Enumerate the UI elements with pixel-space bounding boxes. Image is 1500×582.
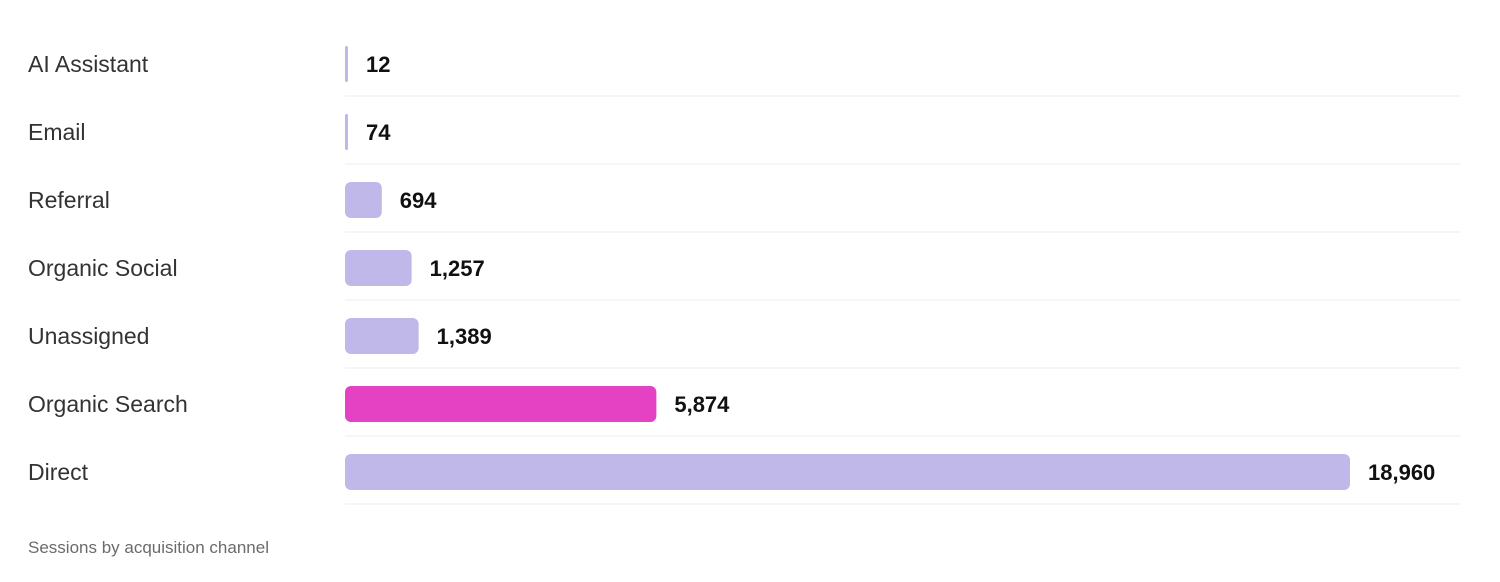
bar-organic-social[interactable]	[345, 250, 412, 286]
value-label-direct: 18,960	[1368, 460, 1435, 485]
bar-email[interactable]	[345, 114, 348, 150]
bar-unassigned[interactable]	[345, 318, 419, 354]
category-label-email: Email	[28, 119, 86, 145]
value-label-email: 74	[366, 120, 391, 145]
category-label-referral: Referral	[28, 187, 110, 213]
bar-direct[interactable]	[345, 454, 1350, 490]
bar-organic-search[interactable]	[345, 386, 657, 422]
category-label-ai-assistant: AI Assistant	[28, 51, 149, 77]
category-label-organic-social: Organic Social	[28, 255, 178, 281]
category-label-direct: Direct	[28, 459, 89, 485]
category-label-organic-search: Organic Search	[28, 391, 188, 417]
bar-referral[interactable]	[345, 182, 382, 218]
bar-ai-assistant[interactable]	[345, 46, 348, 82]
value-label-organic-social: 1,257	[430, 256, 485, 281]
category-label-unassigned: Unassigned	[28, 323, 149, 349]
value-label-referral: 694	[400, 188, 437, 213]
chart-caption: Sessions by acquisition channel	[28, 538, 269, 557]
value-label-organic-search: 5,874	[674, 392, 730, 417]
value-label-ai-assistant: 12	[366, 52, 390, 77]
value-label-unassigned: 1,389	[437, 324, 492, 349]
